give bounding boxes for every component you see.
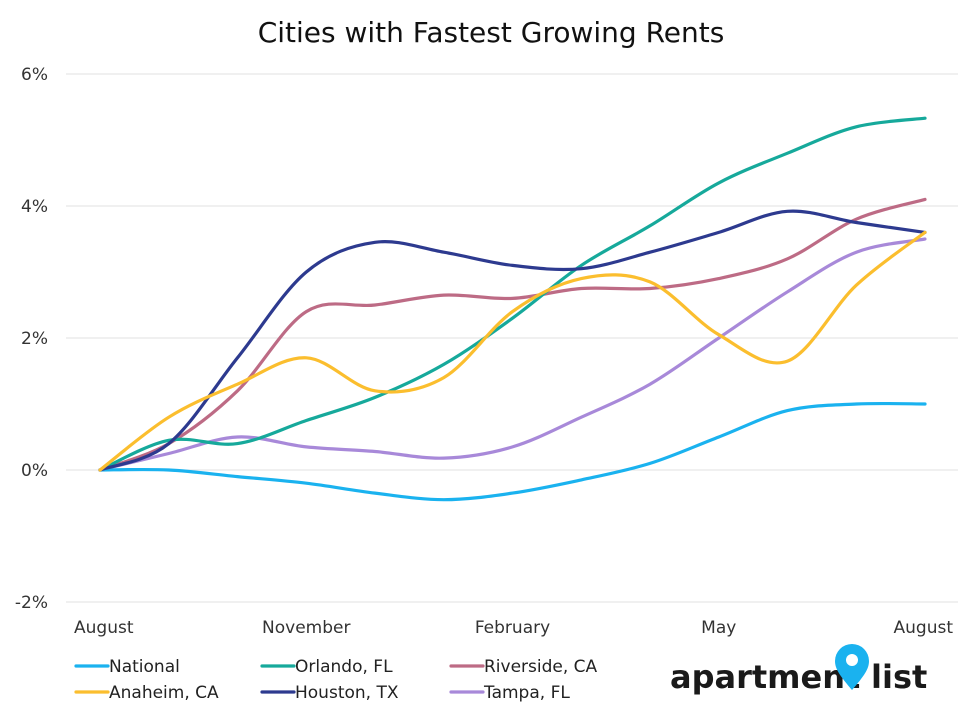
- x-tick-label: November: [262, 618, 350, 638]
- legend-item: National: [74, 657, 180, 677]
- legend-label: National: [109, 657, 180, 677]
- series-line-riverside-ca: [98, 197, 927, 472]
- series-line-anaheim-ca: [98, 230, 927, 472]
- legend-item: Houston, TX: [260, 683, 399, 703]
- legend-item: Riverside, CA: [449, 657, 598, 677]
- legend-label: Tampa, FL: [483, 683, 570, 703]
- gridlines: [66, 73, 958, 603]
- location-pin-icon: [835, 644, 869, 690]
- x-axis-ticks: August November February May August: [74, 618, 953, 638]
- series-lines: [98, 116, 927, 502]
- legend-item: Tampa, FL: [449, 683, 570, 703]
- legend: National Orlando, FL Riverside, CA Anaheim,…: [74, 657, 598, 703]
- legend-label: Houston, TX: [295, 683, 399, 703]
- series-line-houston-tx: [98, 209, 927, 472]
- y-tick-label: 2%: [21, 329, 48, 349]
- brand-text-list: list: [871, 658, 927, 696]
- x-tick-label: May: [701, 618, 736, 638]
- x-tick-label: February: [475, 618, 550, 638]
- apartment-list-logo: apartment list: [670, 644, 927, 696]
- y-tick-label: -2%: [15, 593, 48, 613]
- legend-label: Orlando, FL: [295, 657, 393, 677]
- brand-text-apartment: apartment: [670, 658, 860, 696]
- series-line-national: [98, 401, 927, 502]
- legend-label: Riverside, CA: [484, 657, 598, 677]
- y-tick-label: 4%: [21, 197, 48, 217]
- y-tick-label: 0%: [21, 461, 48, 481]
- series-line-orlando-fl: [98, 116, 927, 472]
- legend-item: Anaheim, CA: [74, 683, 219, 703]
- series-line-tampa-fl: [98, 237, 927, 472]
- y-axis-ticks: 6% 4% 2% 0% -2%: [15, 65, 48, 613]
- x-tick-label: August: [74, 618, 134, 638]
- x-tick-label: August: [894, 618, 954, 638]
- legend-label: Anaheim, CA: [109, 683, 219, 703]
- chart-title: Cities with Fastest Growing Rents: [258, 16, 725, 49]
- legend-item: Orlando, FL: [260, 657, 393, 677]
- y-tick-label: 6%: [21, 65, 48, 85]
